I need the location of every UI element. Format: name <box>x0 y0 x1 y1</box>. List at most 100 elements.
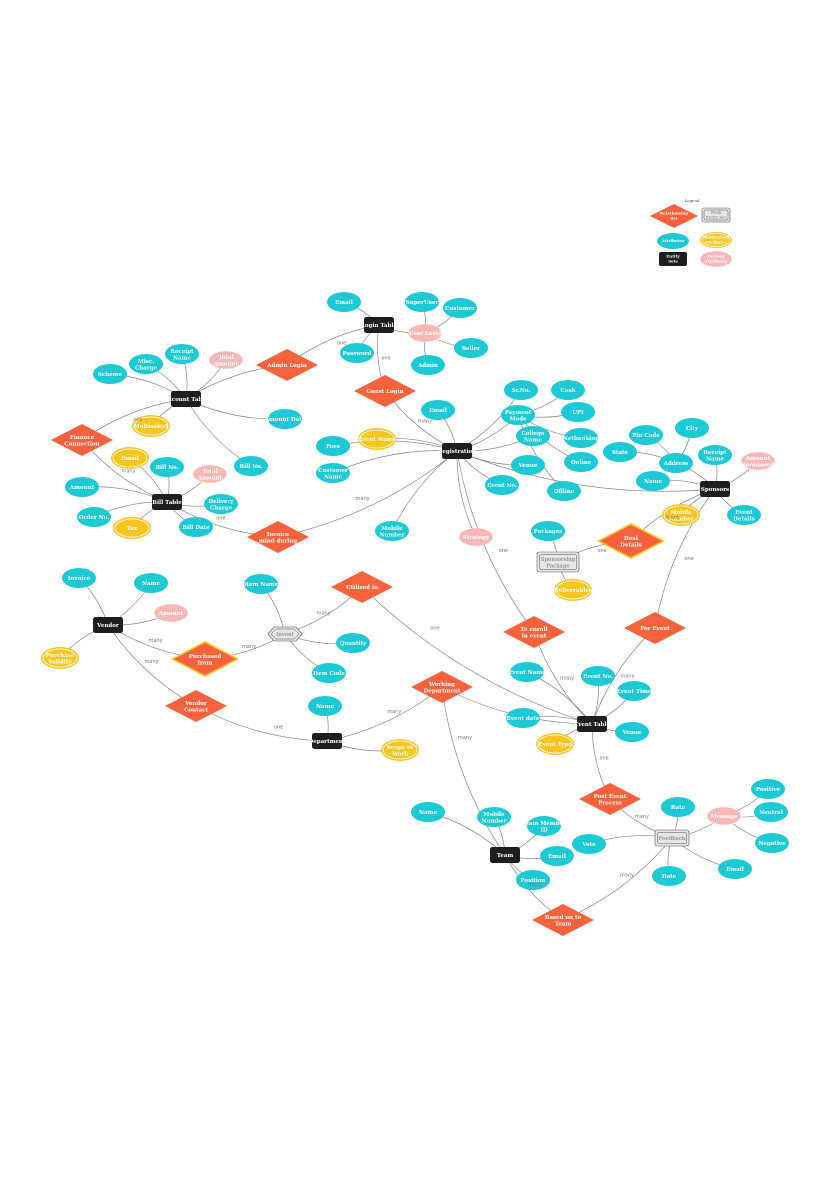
multivalued-attribute-m-event-type[interactable]: Event Type <box>536 733 574 755</box>
attribute-a-misc-charge[interactable]: Misc. Charge <box>129 354 163 374</box>
attribute-a-payment-mode[interactable]: Payment Mode <box>501 405 535 425</box>
attribute-a-password[interactable]: Password <box>340 343 374 363</box>
relationship-based-on-team[interactable]: Based on to Team <box>532 904 594 936</box>
attribute-a-receipt-name[interactable]: Receipt Name <box>165 344 199 364</box>
entity-login-table[interactable]: Login Table <box>361 317 397 333</box>
relationship-finance-connection[interactable]: Finance Connection <box>51 424 113 456</box>
relationship-to-enroll[interactable]: To enroll in event <box>503 616 565 648</box>
attribute-a-order-no[interactable]: Order No. <box>77 507 111 527</box>
attribute-a-venue-reg[interactable]: Venue <box>511 455 545 475</box>
relationship-invoice-mind[interactable]: Invoice mind during <box>247 521 309 553</box>
attribute-a-packages[interactable]: Packages <box>531 521 565 541</box>
attribute-a-email-reg[interactable]: Email <box>421 400 455 420</box>
relationship-guest-login[interactable]: Guest Login <box>354 375 416 407</box>
attribute-a-name-sp[interactable]: Name <box>636 471 670 491</box>
attribute-a-team-member-id[interactable]: Team Member ID <box>522 816 566 836</box>
relationship-deal-details[interactable]: Deal Details <box>597 523 665 559</box>
derived-attribute-d-message[interactable]: Message <box>706 806 742 826</box>
multivalued-attribute-m-deliverables[interactable]: Deliverables <box>554 579 592 601</box>
multivalued-attribute-m-mobile-sp[interactable]: Mobile Number <box>662 504 700 526</box>
attribute-a-online[interactable]: Online <box>564 452 598 472</box>
attribute-a-event-no-reg[interactable]: Event No. <box>485 475 519 495</box>
attribute-a-upi[interactable]: UPI <box>561 402 595 422</box>
derived-attribute-d-strategy[interactable]: Strategy <box>458 527 494 547</box>
attribute-a-state[interactable]: State <box>603 442 637 462</box>
attribute-a-customer-name[interactable]: Customer Name <box>316 463 350 483</box>
attribute-a-date-fb[interactable]: Date <box>652 866 686 886</box>
attribute-a-pin-code[interactable]: Pin Code <box>629 425 663 445</box>
attribute-a-college-name[interactable]: College Name <box>516 426 550 446</box>
attribute-a-amount[interactable]: Amount <box>65 477 99 497</box>
attribute-a-name-dept[interactable]: Name <box>308 696 342 716</box>
entity-vendor[interactable]: Vendor <box>93 617 123 633</box>
attribute-a-invoice[interactable]: Invoice <box>62 568 96 588</box>
attribute-a-neutral[interactable]: Neutral <box>754 802 788 822</box>
attribute-a-event-no-ev[interactable]: Event No. <box>581 666 615 686</box>
attribute-a-amount-date[interactable]: Amount Date <box>264 409 306 429</box>
attribute-a-fees[interactable]: Fees <box>316 436 350 456</box>
attribute-a-customer[interactable]: Customer <box>443 298 477 318</box>
attribute-a-srno[interactable]: Sr.No. <box>504 380 538 400</box>
entity-bill-table[interactable]: Bill Table <box>152 494 182 510</box>
entity-registration[interactable]: Registration <box>438 443 476 459</box>
attribute-a-mobile-team[interactable]: Mobile Number <box>477 807 511 827</box>
attribute-a-event-time[interactable]: Event Time <box>617 681 652 701</box>
attribute-a-venue-ev[interactable]: Venue <box>615 722 649 742</box>
multivalued-attribute-m-multiselect[interactable]: Multiselect <box>132 415 170 437</box>
attribute-a-vote[interactable]: Vote <box>572 834 606 854</box>
derived-attribute-d-amount-sp[interactable]: Amount Sponsored <box>740 451 776 471</box>
derived-attribute-d-total-amount[interactable]: Total Amount <box>208 350 244 370</box>
relationship-for-event[interactable]: For Event <box>624 612 686 644</box>
weak-entity-feedback[interactable]: Feedback <box>654 829 690 847</box>
entity-department[interactable]: Department <box>309 733 346 749</box>
attribute-a-delivery-charge[interactable]: Delivery Charge <box>204 494 238 514</box>
weak-entity-sponsorship-package[interactable]: Sponsorship Package <box>536 551 580 573</box>
relationship-vendor-contact[interactable]: Vendor Contact <box>165 690 227 722</box>
derived-attribute-d-amount-vendor[interactable]: Amount <box>153 603 189 623</box>
attribute-a-item-code[interactable]: Item Code <box>312 663 346 683</box>
relationship-admin-login[interactable]: Admin Login <box>256 349 318 381</box>
entity-account-table[interactable]: Account Table <box>163 391 208 407</box>
attribute-a-cash[interactable]: Cash <box>551 380 585 400</box>
attribute-a-netbanking[interactable]: Netbanking <box>563 428 599 448</box>
attribute-a-negative[interactable]: Negative <box>755 833 789 853</box>
attribute-a-bill-no-acc[interactable]: Bill No. <box>234 456 268 476</box>
attribute-a-email-login[interactable]: Email <box>327 292 361 312</box>
relationship-post-event[interactable]: Post Event Process <box>579 783 641 815</box>
attribute-a-event-details[interactable]: Event Details <box>727 505 761 525</box>
attribute-a-receipt-name-sp[interactable]: Receipt Name <box>698 445 732 465</box>
attribute-a-event-name[interactable]: Event Name <box>508 662 546 682</box>
attribute-a-event-date[interactable]: Event date <box>506 708 540 728</box>
relationship-utilized-in[interactable]: Utilized in <box>331 571 393 603</box>
entity-event-table[interactable]: Event Table <box>574 716 610 732</box>
entity-team[interactable]: Team <box>490 847 520 863</box>
attribute-a-address[interactable]: Address <box>659 453 693 473</box>
multivalued-attribute-m-purchase-validity[interactable]: Purchase Validity <box>41 647 79 669</box>
attribute-a-seller[interactable]: Seller <box>454 338 488 358</box>
entity-sponsors[interactable]: Sponsors <box>700 481 730 497</box>
attribute-a-bill-date[interactable]: Bill Date <box>179 517 213 537</box>
multivalued-attribute-m-tax[interactable]: Tax <box>113 517 151 539</box>
weak-entity-invent[interactable]: Invent <box>267 626 303 642</box>
attribute-a-offline[interactable]: Offline <box>547 481 581 501</box>
multivalued-attribute-m-email-bill[interactable]: Email <box>111 447 149 469</box>
attribute-a-mobile-number[interactable]: Mobile Number <box>375 521 409 541</box>
attribute-a-name-team[interactable]: Name <box>411 802 445 822</box>
attribute-a-email-fb[interactable]: Email <box>718 859 752 879</box>
attribute-a-position[interactable]: Position <box>516 870 550 890</box>
attribute-a-email-team[interactable]: Email <box>540 846 574 866</box>
multivalued-attribute-m-scope-work[interactable]: Scope of Work <box>381 739 419 761</box>
attribute-a-city[interactable]: City <box>675 418 709 438</box>
derived-attribute-d-total-amount-bill[interactable]: Total Amount <box>192 464 228 484</box>
derived-attribute-d-user-level[interactable]: User Level <box>407 323 443 343</box>
relationship-purchased-from[interactable]: Purchased from <box>171 641 239 677</box>
attribute-a-scheme[interactable]: Scheme <box>93 364 127 384</box>
relationship-working-department[interactable]: Working Department <box>411 671 473 703</box>
attribute-a-superuser[interactable]: SuperUser <box>405 292 439 312</box>
attribute-a-bill-no-bill[interactable]: Bill No. <box>150 457 184 477</box>
attribute-a-positive[interactable]: Positive <box>751 779 785 799</box>
attribute-a-rate[interactable]: Rate <box>661 797 695 817</box>
attribute-a-quantity[interactable]: Quantity <box>336 633 370 653</box>
attribute-a-item-name[interactable]: Item Name <box>244 574 279 594</box>
attribute-a-admin[interactable]: Admin <box>411 355 445 375</box>
